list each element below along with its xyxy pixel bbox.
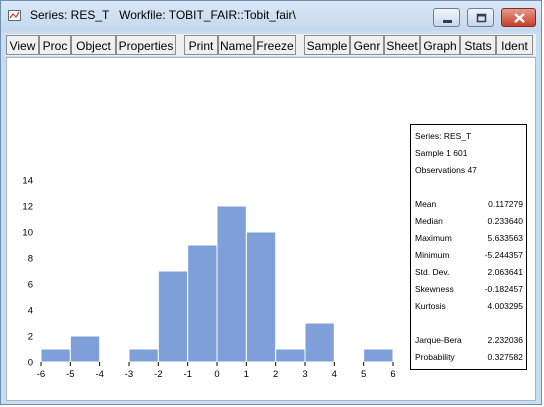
stats-row-label: Minimum xyxy=(415,250,450,260)
title-bar[interactable]: Series: RES_T Workfile: TOBIT_FAIR::Tobi… xyxy=(1,1,541,31)
proc-button[interactable]: Proc xyxy=(39,35,71,55)
x-tick-label: 3 xyxy=(302,369,307,380)
histogram-bar xyxy=(275,348,306,363)
stats-row-value: 4.003295 xyxy=(487,301,523,311)
x-tick-label: 6 xyxy=(390,369,395,380)
stats-row-value: -0.182457 xyxy=(484,284,523,294)
y-tick-label: 4 xyxy=(28,306,33,317)
x-tick-label: 4 xyxy=(332,369,337,380)
sheet-button[interactable]: Sheet xyxy=(384,35,420,55)
x-tick-label: 2 xyxy=(273,369,278,380)
print-button[interactable]: Print xyxy=(184,35,218,55)
x-tick-label: 0 xyxy=(214,369,219,380)
y-tick-label: 2 xyxy=(28,332,33,343)
maximize-icon xyxy=(476,13,487,23)
x-tick-label: -1 xyxy=(183,369,191,380)
x-tick-label: -3 xyxy=(125,369,133,380)
x-tick-label: 1 xyxy=(244,369,249,380)
stats-row-label: Std. Dev. xyxy=(415,267,450,277)
stats-row-label: Mean xyxy=(415,199,437,209)
minimize-button[interactable] xyxy=(433,8,460,27)
histogram-bar xyxy=(40,348,71,363)
stats-observations-label: Observations 47 xyxy=(415,165,477,175)
stats-series-label: Series: RES_T xyxy=(415,131,472,141)
series-icon xyxy=(8,10,21,21)
stats-row-label: Median xyxy=(415,216,443,226)
x-tick-label: 5 xyxy=(361,369,366,380)
histogram-view: -6 -5 -4 -3 -2 -1 0 1 2 3 4 5 6 0 2 4 6 8 10 12 14 Series: R… xyxy=(6,57,536,401)
ident-button[interactable]: Ident xyxy=(496,35,533,55)
histogram-bar xyxy=(157,270,189,363)
sample-button[interactable]: Sample xyxy=(304,35,350,55)
stats-row-label: Kurtosis xyxy=(415,301,446,311)
histogram-bar xyxy=(128,348,159,363)
minimize-icon xyxy=(443,20,452,23)
histogram-bar xyxy=(69,335,101,363)
histogram-bar xyxy=(187,244,218,363)
graph-button[interactable]: Graph xyxy=(420,35,460,55)
name-button[interactable]: Name xyxy=(218,35,254,55)
close-icon xyxy=(514,13,525,23)
x-tick-label: -5 xyxy=(66,369,74,380)
stats-row-value: 5.633563 xyxy=(487,233,523,243)
stats-row-value: 0.327582 xyxy=(487,352,523,362)
x-tick-label: -6 xyxy=(37,369,45,380)
stats-row-value: 0.117279 xyxy=(488,199,523,209)
stats-row-label: Probability xyxy=(415,352,455,362)
histogram-bar xyxy=(245,231,277,363)
genr-button[interactable]: Genr xyxy=(350,35,384,55)
histogram-bar xyxy=(304,322,335,363)
stats-row-value: 2.063641 xyxy=(487,267,523,277)
window-title: Series: RES_T Workfile: TOBIT_FAIR::Tobi… xyxy=(30,8,296,22)
close-button[interactable] xyxy=(501,8,536,27)
descriptive-stats-box: Series: RES_T Sample 1 601 Observations … xyxy=(410,124,527,370)
y-tick-label: 8 xyxy=(28,254,33,265)
histogram-bar xyxy=(363,348,394,363)
object-button[interactable]: Object xyxy=(71,35,116,55)
toolbar: View Proc Object Properties Print Name F… xyxy=(6,34,536,56)
freeze-button[interactable]: Freeze xyxy=(254,35,296,55)
x-tick-label: -4 xyxy=(95,369,103,380)
stats-row-value: 0.233640 xyxy=(487,216,523,226)
x-tick-label: -2 xyxy=(154,369,162,380)
view-button[interactable]: View xyxy=(6,35,39,55)
y-tick-label: 14 xyxy=(22,176,33,187)
stats-row-label: Jarque-Bera xyxy=(415,335,462,345)
stats-row-value: -5.244357 xyxy=(484,250,523,260)
histogram-bar xyxy=(216,205,247,363)
y-tick-label: 10 xyxy=(22,228,33,239)
stats-sample-label: Sample 1 601 xyxy=(415,148,468,158)
stats-button[interactable]: Stats xyxy=(460,35,496,55)
properties-button[interactable]: Properties xyxy=(116,35,176,55)
stats-row-value: 2.232036 xyxy=(487,335,523,345)
stats-row-label: Maximum xyxy=(415,233,452,243)
maximize-button[interactable] xyxy=(467,8,494,27)
y-tick-label: 0 xyxy=(28,358,33,369)
stats-row-label: Skewness xyxy=(415,284,454,294)
y-tick-label: 6 xyxy=(28,280,33,291)
y-tick-label: 12 xyxy=(22,202,33,213)
